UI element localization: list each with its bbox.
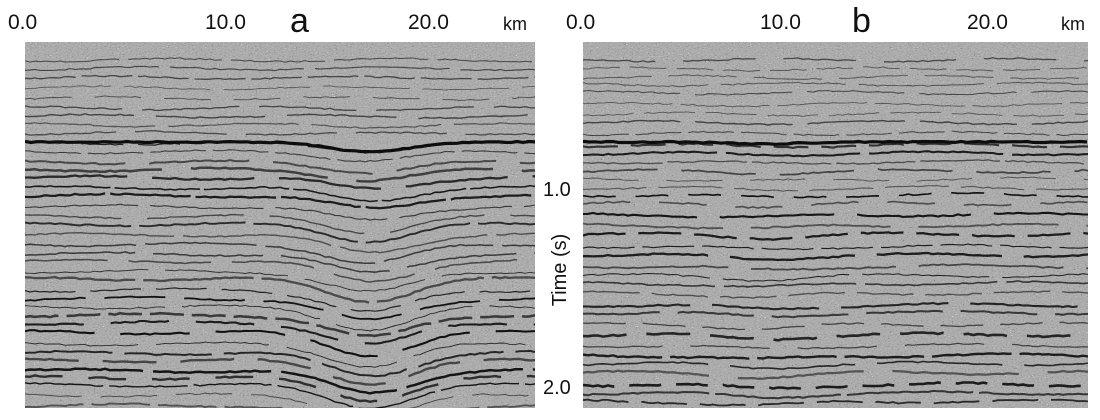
reflector-horizon bbox=[583, 211, 1088, 219]
time-tick-2: 2.0 bbox=[543, 377, 571, 399]
reflector-horizon bbox=[25, 295, 535, 321]
reflector-horizon bbox=[25, 231, 535, 254]
reflector-horizon bbox=[583, 360, 1088, 370]
reflector-horizon bbox=[25, 392, 535, 408]
reflector-horizon bbox=[583, 342, 1088, 350]
reflector-horizon bbox=[25, 382, 535, 408]
reflector-horizon bbox=[25, 184, 535, 203]
reflector-horizon bbox=[25, 105, 535, 112]
reflector-horizon bbox=[25, 268, 535, 292]
reflector-horizon bbox=[583, 130, 1088, 137]
reflector-horizon bbox=[25, 95, 535, 101]
reflector-horizon bbox=[25, 329, 535, 358]
panel-a-x-tick-20: 20.0 bbox=[408, 11, 449, 34]
reflector-horizon bbox=[583, 119, 1088, 126]
reflector-horizon bbox=[25, 374, 535, 404]
panel-a-x-tick-10: 10.0 bbox=[205, 11, 246, 34]
panel-a-letter: a bbox=[290, 2, 309, 40]
seismic-section-b-image bbox=[583, 42, 1088, 408]
reflector-horizon bbox=[25, 341, 535, 368]
panel-b-x-tick-0: 0.0 bbox=[566, 11, 596, 34]
panel-a-x-unit: km bbox=[503, 14, 527, 34]
time-axis-label: Time (s) bbox=[549, 233, 571, 307]
reflector-horizon bbox=[25, 149, 535, 163]
reflector-horizon bbox=[583, 176, 1088, 182]
reflector-horizon bbox=[583, 251, 1088, 262]
reflector-horizon bbox=[583, 57, 1088, 63]
reflector-horizon bbox=[25, 287, 535, 312]
reflector-horizon bbox=[583, 168, 1088, 176]
reflector-horizon bbox=[583, 185, 1088, 192]
reflector-horizon bbox=[583, 301, 1088, 311]
reflector-horizon bbox=[25, 357, 535, 386]
reflector-horizon bbox=[25, 275, 535, 305]
reflector-horizon bbox=[583, 290, 1088, 299]
seismic-section-a-image bbox=[25, 42, 535, 408]
reflectors-a bbox=[25, 57, 535, 408]
reflector-horizon bbox=[583, 111, 1088, 117]
reflector-horizon bbox=[25, 140, 535, 154]
reflector-horizon bbox=[583, 243, 1088, 251]
reflector-horizon bbox=[583, 263, 1088, 271]
reflector-horizon bbox=[25, 122, 535, 129]
panel-b-letter: b bbox=[852, 2, 871, 40]
panel-b-x-tick-20: 20.0 bbox=[967, 11, 1008, 34]
reflector-horizon bbox=[25, 251, 535, 273]
reflector-horizon bbox=[583, 381, 1088, 390]
reflector-horizon bbox=[583, 102, 1088, 108]
reflector-horizon bbox=[25, 166, 535, 183]
reflector-horizon bbox=[25, 241, 535, 265]
reflector-horizon bbox=[583, 222, 1088, 230]
reflector-horizon bbox=[583, 142, 1088, 149]
reflector-horizon bbox=[25, 221, 535, 244]
time-tick-1: 1.0 bbox=[543, 179, 571, 201]
reflector-horizon bbox=[583, 321, 1088, 331]
reflector-horizon bbox=[25, 367, 535, 395]
reflector-horizon bbox=[25, 213, 535, 235]
reflector-horizon bbox=[25, 349, 535, 378]
reflector-horizon bbox=[583, 389, 1088, 400]
reflector-horizon bbox=[25, 203, 535, 221]
reflector-horizon bbox=[25, 319, 535, 345]
reflector-horizon bbox=[25, 158, 535, 175]
reflector-horizon bbox=[25, 74, 535, 81]
reflector-horizon bbox=[583, 200, 1088, 209]
seismic-section-a bbox=[25, 42, 535, 408]
seismic-section-b bbox=[583, 42, 1088, 408]
reflector-horizon bbox=[583, 369, 1088, 380]
reflector-horizon bbox=[583, 150, 1088, 158]
strong-reflector bbox=[583, 139, 1088, 146]
panel-b-x-unit: km bbox=[1061, 14, 1085, 34]
strong-reflector bbox=[25, 139, 535, 154]
reflector-horizon bbox=[25, 174, 535, 190]
reflector-horizon bbox=[25, 85, 535, 91]
reflector-horizon bbox=[25, 258, 535, 283]
panel-a-x-tick-0: 0.0 bbox=[8, 11, 38, 34]
reflector-horizon bbox=[25, 57, 535, 63]
panel-b-x-tick-10: 10.0 bbox=[760, 11, 801, 34]
reflector-horizon bbox=[583, 231, 1088, 241]
reflector-horizon bbox=[583, 280, 1088, 288]
reflector-horizon bbox=[583, 191, 1088, 199]
reflector-horizon bbox=[583, 398, 1088, 407]
reflector-horizon bbox=[25, 311, 535, 338]
reflectors-b bbox=[583, 57, 1088, 407]
reflector-horizon bbox=[583, 89, 1088, 96]
reflector-horizon bbox=[583, 331, 1088, 342]
reflector-horizon bbox=[25, 130, 535, 136]
reflector-horizon bbox=[583, 352, 1088, 360]
reflector-horizon bbox=[583, 66, 1088, 72]
reflector-horizon bbox=[583, 272, 1088, 282]
reflector-horizon bbox=[25, 304, 535, 332]
reflector-horizon bbox=[583, 309, 1088, 319]
reflector-horizon bbox=[583, 81, 1088, 88]
reflector-horizon bbox=[25, 113, 535, 120]
reflector-horizon bbox=[25, 65, 535, 72]
reflector-horizon bbox=[25, 402, 535, 408]
